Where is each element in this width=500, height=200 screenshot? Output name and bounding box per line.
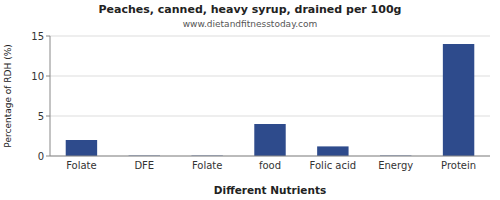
x-axis-line <box>50 156 490 157</box>
bar <box>66 140 97 156</box>
y-tick <box>46 116 50 117</box>
y-tick-label: 5 <box>38 111 44 122</box>
x-tick-label: Folic acid <box>310 160 357 171</box>
x-axis-label: Different Nutrients <box>214 184 326 196</box>
y-tick <box>46 36 50 37</box>
chart-svg: Peaches, canned, heavy syrup, drained pe… <box>0 0 500 200</box>
bar <box>443 44 474 156</box>
x-tick-label: Folate <box>192 160 223 171</box>
y-tick-label: 15 <box>31 31 44 42</box>
title: Peaches, canned, heavy syrup, drained pe… <box>99 3 402 16</box>
bar <box>317 146 348 156</box>
x-tick-label: DFE <box>134 160 154 171</box>
subtitle: www.dietandfitnesstoday.com <box>183 19 318 29</box>
x-tick-label: Energy <box>378 160 413 171</box>
y-tick-label: 10 <box>31 71 44 82</box>
chart-container: Peaches, canned, heavy syrup, drained pe… <box>0 0 500 200</box>
grid-line <box>50 116 490 117</box>
grid-line <box>50 76 490 77</box>
x-tick-label: Folate <box>66 160 97 171</box>
bars <box>66 44 475 156</box>
bar <box>254 124 285 156</box>
x-tick-label: Protein <box>441 160 476 171</box>
x-tick-label: food <box>259 160 281 171</box>
y-tick-label: 0 <box>38 151 44 162</box>
grid-line <box>50 36 490 37</box>
y-axis-label: Percentage of RDH (%) <box>3 44 13 147</box>
y-axis-line <box>50 36 51 156</box>
grid-line <box>50 156 490 157</box>
grid <box>50 36 490 156</box>
y-tick <box>46 156 50 157</box>
y-tick <box>46 76 50 77</box>
